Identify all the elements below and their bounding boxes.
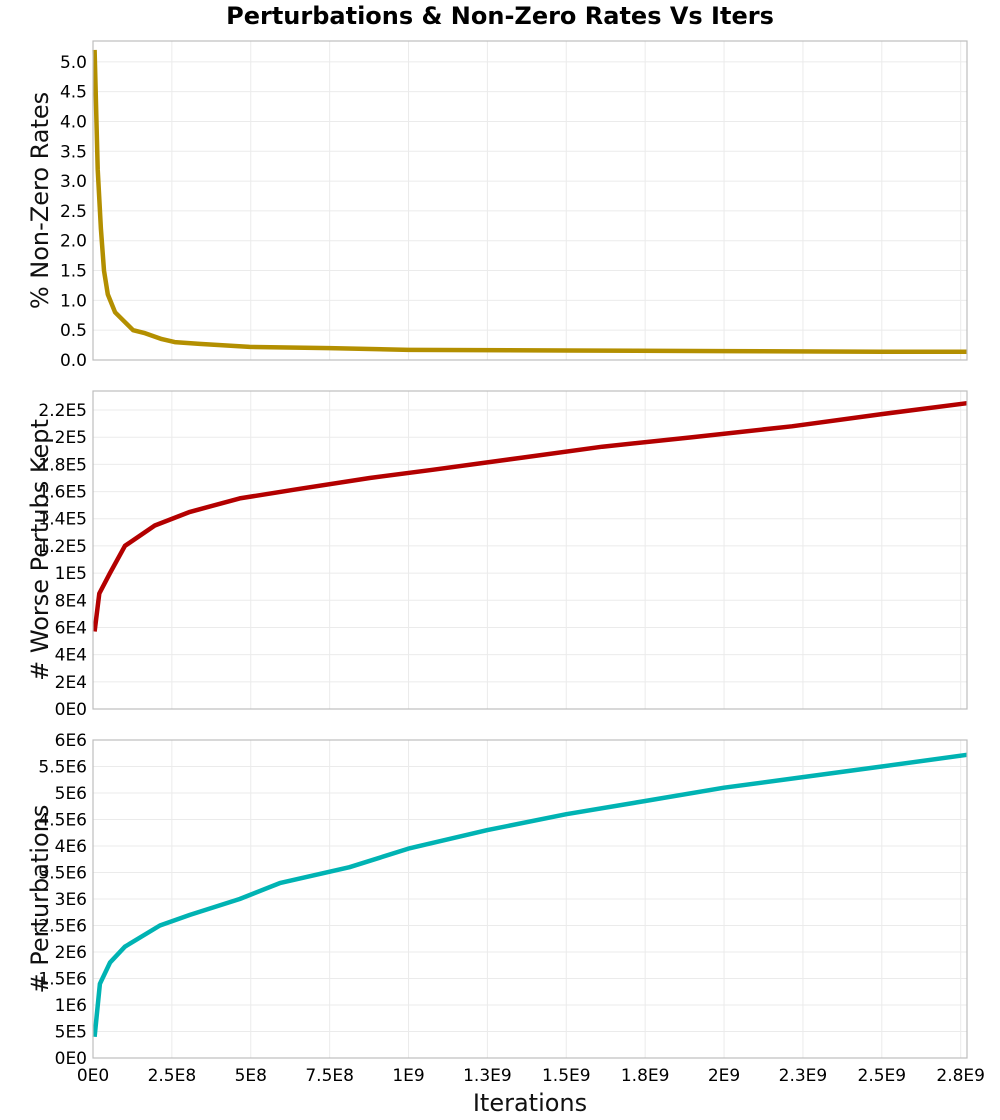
y-axis-label: # Perturbations xyxy=(26,805,54,994)
y-tick-label: 6E6 xyxy=(55,731,87,751)
x-tick-label: 1.3E9 xyxy=(463,1066,512,1086)
y-tick-label: 5.5E6 xyxy=(38,758,87,778)
chart-title: Perturbations & Non-Zero Rates Vs Iters xyxy=(226,2,774,30)
plot-border xyxy=(92,739,968,1059)
x-tick-label: 2.5E9 xyxy=(858,1066,907,1086)
y-tick-label: 0E0 xyxy=(55,700,87,720)
y-tick-label: 5E5 xyxy=(55,1023,87,1043)
x-tick-label: 1.5E9 xyxy=(542,1066,591,1086)
series-line-non-zero-rates xyxy=(92,49,967,354)
x-tick-label: 7.5E8 xyxy=(305,1066,354,1086)
y-axis-label: # Worse Pertubs Kept xyxy=(26,419,54,681)
x-tick-label: 1.8E9 xyxy=(621,1066,670,1086)
plot-border xyxy=(92,40,968,361)
series-line-perturbations xyxy=(92,752,968,1038)
x-axis-label: Iterations xyxy=(473,1089,587,1117)
y-tick-label: 1.2E5 xyxy=(38,537,87,557)
y-tick-label: 4.0 xyxy=(60,112,87,132)
y-tick-label: 2.5E6 xyxy=(38,917,87,937)
y-tick-label: 2.0 xyxy=(60,232,87,252)
x-tick-label: 2E9 xyxy=(708,1066,740,1086)
y-tick-label: 8E4 xyxy=(55,591,87,611)
plot-border xyxy=(92,390,968,710)
y-tick-label: 4E4 xyxy=(55,646,87,666)
x-tick-label: 5E8 xyxy=(235,1066,267,1086)
x-tick-label: 1E9 xyxy=(392,1066,424,1086)
y-tick-label: 3.5E6 xyxy=(38,864,87,884)
y-tick-label: 4.5 xyxy=(60,83,87,103)
y-tick-label: 1.5E6 xyxy=(38,970,87,990)
panel-non-zero-rates: 0.0 0.5 1.0 1.5 2.0 2.5 3.0 3.5 4.0 4.5 5.0 % Non-Z… xyxy=(26,40,968,371)
y-tick-label: 0.5 xyxy=(60,321,87,341)
y-tick-label: 4.5E6 xyxy=(38,811,87,831)
y-tick-label: 3.0 xyxy=(60,172,87,192)
y-tick-label: 1.6E5 xyxy=(38,483,87,503)
y-tick-label: 3.5 xyxy=(60,142,87,162)
y-tick-label: 6E4 xyxy=(55,618,87,638)
y-tick-label: 4E6 xyxy=(55,837,87,857)
y-tick-label: 1.0 xyxy=(60,291,87,311)
panel-worse-perturbs-kept: 0E0 2E4 4E4 6E4 8E4 1E5 1.2E5 1.4E5 1.6E5 1.8E5 2E… xyxy=(26,390,968,720)
y-tick-label: 1.8E5 xyxy=(38,455,87,475)
x-tick-label: 2.8E9 xyxy=(936,1066,985,1086)
x-tick-label: 2.3E9 xyxy=(779,1066,828,1086)
y-tick-label: 1.5 xyxy=(60,262,87,282)
y-tick-label: 0.0 xyxy=(60,351,87,371)
y-tick-label: 3E6 xyxy=(55,890,87,910)
y-axis-label: % Non-Zero Rates xyxy=(26,92,54,309)
y-tick-label: 2E4 xyxy=(55,673,87,693)
x-tick-label: 2.5E8 xyxy=(148,1066,197,1086)
y-tick-label: 2E5 xyxy=(55,428,87,448)
y-tick-label: 5.0 xyxy=(60,53,87,73)
x-tick-label: 0E0 xyxy=(77,1066,109,1086)
y-tick-label: 2.2E5 xyxy=(38,401,87,421)
y-tick-label: 5E6 xyxy=(55,784,87,804)
y-tick-label: 1E6 xyxy=(55,996,87,1016)
x-axis: 0E0 2.5E8 5E8 7.5E8 1E9 1.3E9 1.5E9 1.8E9 2E9 2.3… xyxy=(77,1066,985,1086)
y-tick-label: 2.5 xyxy=(60,202,87,222)
y-tick-label: 0E0 xyxy=(55,1049,87,1069)
panel-perturbations: 0E0 5E5 1E6 1.5E6 2E6 2.5E6 3E6 3.5E6 4E6 4.5E6 5E… xyxy=(26,731,968,1069)
y-tick-label: 1E5 xyxy=(55,564,87,584)
y-tick-label: 2E6 xyxy=(55,943,87,963)
y-tick-label: 1.4E5 xyxy=(38,510,87,530)
series-line-worse-perturbs-kept xyxy=(92,400,968,632)
